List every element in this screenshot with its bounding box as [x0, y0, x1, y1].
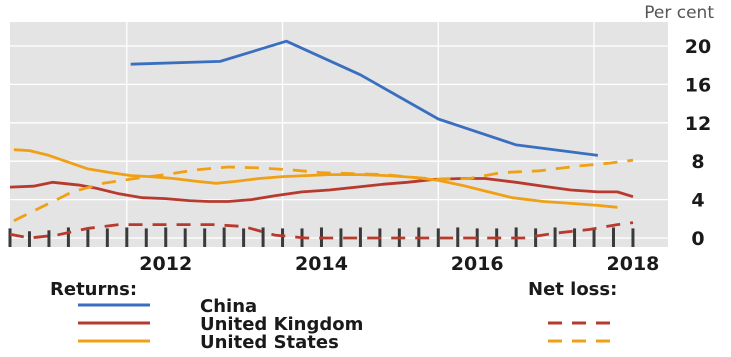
legend-label-united-kingdom: United Kingdom — [200, 314, 363, 335]
net-loss-bar-0 — [8, 228, 12, 247]
net-loss-bar-7 — [144, 228, 148, 247]
x-tick-label-2018: 2018 — [607, 253, 660, 275]
net-loss-bar-10 — [203, 228, 207, 247]
net-loss-bar-23 — [456, 227, 460, 247]
net-loss-bar-12 — [242, 228, 246, 247]
net-loss-bar-13 — [261, 227, 265, 247]
net-loss-bar-29 — [573, 228, 577, 247]
legend-returns-title: Returns: — [50, 279, 137, 300]
legend-label-china: China — [200, 296, 257, 317]
net-loss-bar-2 — [47, 230, 51, 247]
net-loss-bar-24 — [475, 228, 479, 247]
unit-label: Per cent — [644, 3, 714, 23]
y-tick-label-4: 4 — [691, 190, 704, 212]
net-loss-bar-30 — [592, 228, 596, 247]
y-tick-label-12: 12 — [685, 113, 711, 135]
x-tick-label-2012: 2012 — [139, 253, 192, 275]
net-loss-bar-1 — [27, 231, 31, 247]
net-loss-bar-5 — [105, 228, 109, 247]
net-loss-bar-22 — [436, 228, 440, 247]
net-loss-bar-11 — [222, 227, 226, 247]
net-loss-bar-14 — [281, 228, 285, 247]
plot-area — [10, 22, 668, 247]
net-loss-bar-18 — [358, 227, 362, 247]
series-line-net_loss-3 — [9, 221, 634, 240]
series-line-united-states — [13, 148, 618, 209]
y-tick-labels: 0 4 8 12 16 20 — [685, 36, 711, 250]
net-loss-bar-6 — [125, 227, 129, 247]
net-loss-bar-3 — [66, 227, 70, 247]
legend: Returns: Net loss: China United Kingdom … — [50, 279, 617, 353]
x-tick-label-2014: 2014 — [295, 253, 348, 275]
legend-net-loss-title: Net loss: — [528, 279, 617, 300]
net-loss-bar-31 — [611, 227, 615, 247]
net-loss-bar-32 — [631, 228, 635, 247]
net-loss-bar-27 — [534, 228, 538, 247]
series-line-net_loss-4 — [13, 158, 634, 222]
series-lines — [9, 39, 634, 240]
net-loss-bar-28 — [553, 227, 557, 247]
net-loss-bar-9 — [183, 228, 187, 247]
y-tick-label-8: 8 — [691, 151, 704, 173]
net-loss-bar-4 — [86, 228, 90, 247]
legend-label-united-states: United States — [200, 332, 339, 353]
net-loss-bar-8 — [164, 227, 168, 247]
y-tick-label-16: 16 — [685, 74, 711, 96]
y-tick-label-20: 20 — [685, 36, 711, 58]
y-tick-label-0: 0 — [691, 228, 704, 250]
x-tick-labels: 2012 2014 2016 2018 — [139, 253, 659, 275]
series-line-united-kingdom — [9, 177, 634, 203]
grid — [10, 22, 668, 247]
series-line-china — [130, 39, 599, 157]
x-tick-label-2016: 2016 — [451, 253, 504, 275]
net-loss-bar-17 — [339, 228, 343, 247]
